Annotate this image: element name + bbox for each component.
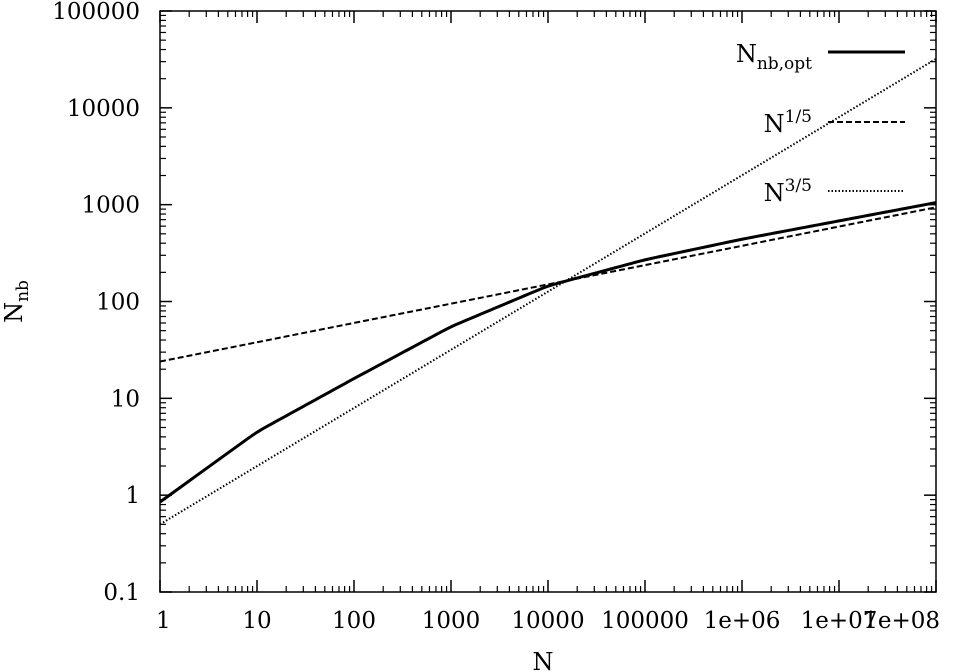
legend-item-2: N1/5 [764,107,905,138]
legend-label-main: N [764,110,785,138]
legend-label: N3/5 [764,176,812,207]
series-line-3 [160,58,936,526]
legend-label-sup: 3/5 [785,176,812,196]
legend-label-sup: 1/5 [785,107,812,127]
legend-item-3: N3/5 [764,176,905,207]
series-line-2 [160,206,936,363]
x-axis-title: N [533,648,554,672]
y-tick-label: 10 [111,386,140,412]
legend-label-sub: nb,opt [757,54,812,74]
legend-label: Nnb,opt [736,40,812,74]
x-tick-label: 1e+07 [801,608,878,634]
y-axis-title-main: N [0,302,28,323]
x-tick-label: 1 [156,608,171,634]
y-axis-title: Nnb [0,280,33,323]
legend-label-main: N [764,179,785,207]
y-tick-label: 1 [125,483,140,509]
y-tick-label: 100000 [52,0,140,25]
legend-label-main: N [736,40,757,68]
x-tick-label: 1000 [422,608,481,634]
series-layer [160,58,936,526]
plot-frame [159,10,937,593]
legend-item-1: Nnb,opt [736,40,905,74]
x-tick-label: 100000 [601,608,689,634]
x-tick-label: 10 [242,608,271,634]
y-tick-label: 0.1 [103,580,140,606]
y-axis-title-sub: nb [13,280,33,302]
x-tick-label: 10000 [511,608,584,634]
ticks-layer [159,10,937,593]
legend-label: N1/5 [764,107,812,138]
y-tick-label: 10000 [67,96,140,122]
y-tick-label: 1000 [81,193,140,219]
x-tick-label: 1e+08 [863,608,940,634]
series-line-1 [160,201,936,504]
x-tick-label: 100 [332,608,376,634]
x-tick-label: 1e+06 [704,608,781,634]
y-tick-label: 100 [96,290,140,316]
